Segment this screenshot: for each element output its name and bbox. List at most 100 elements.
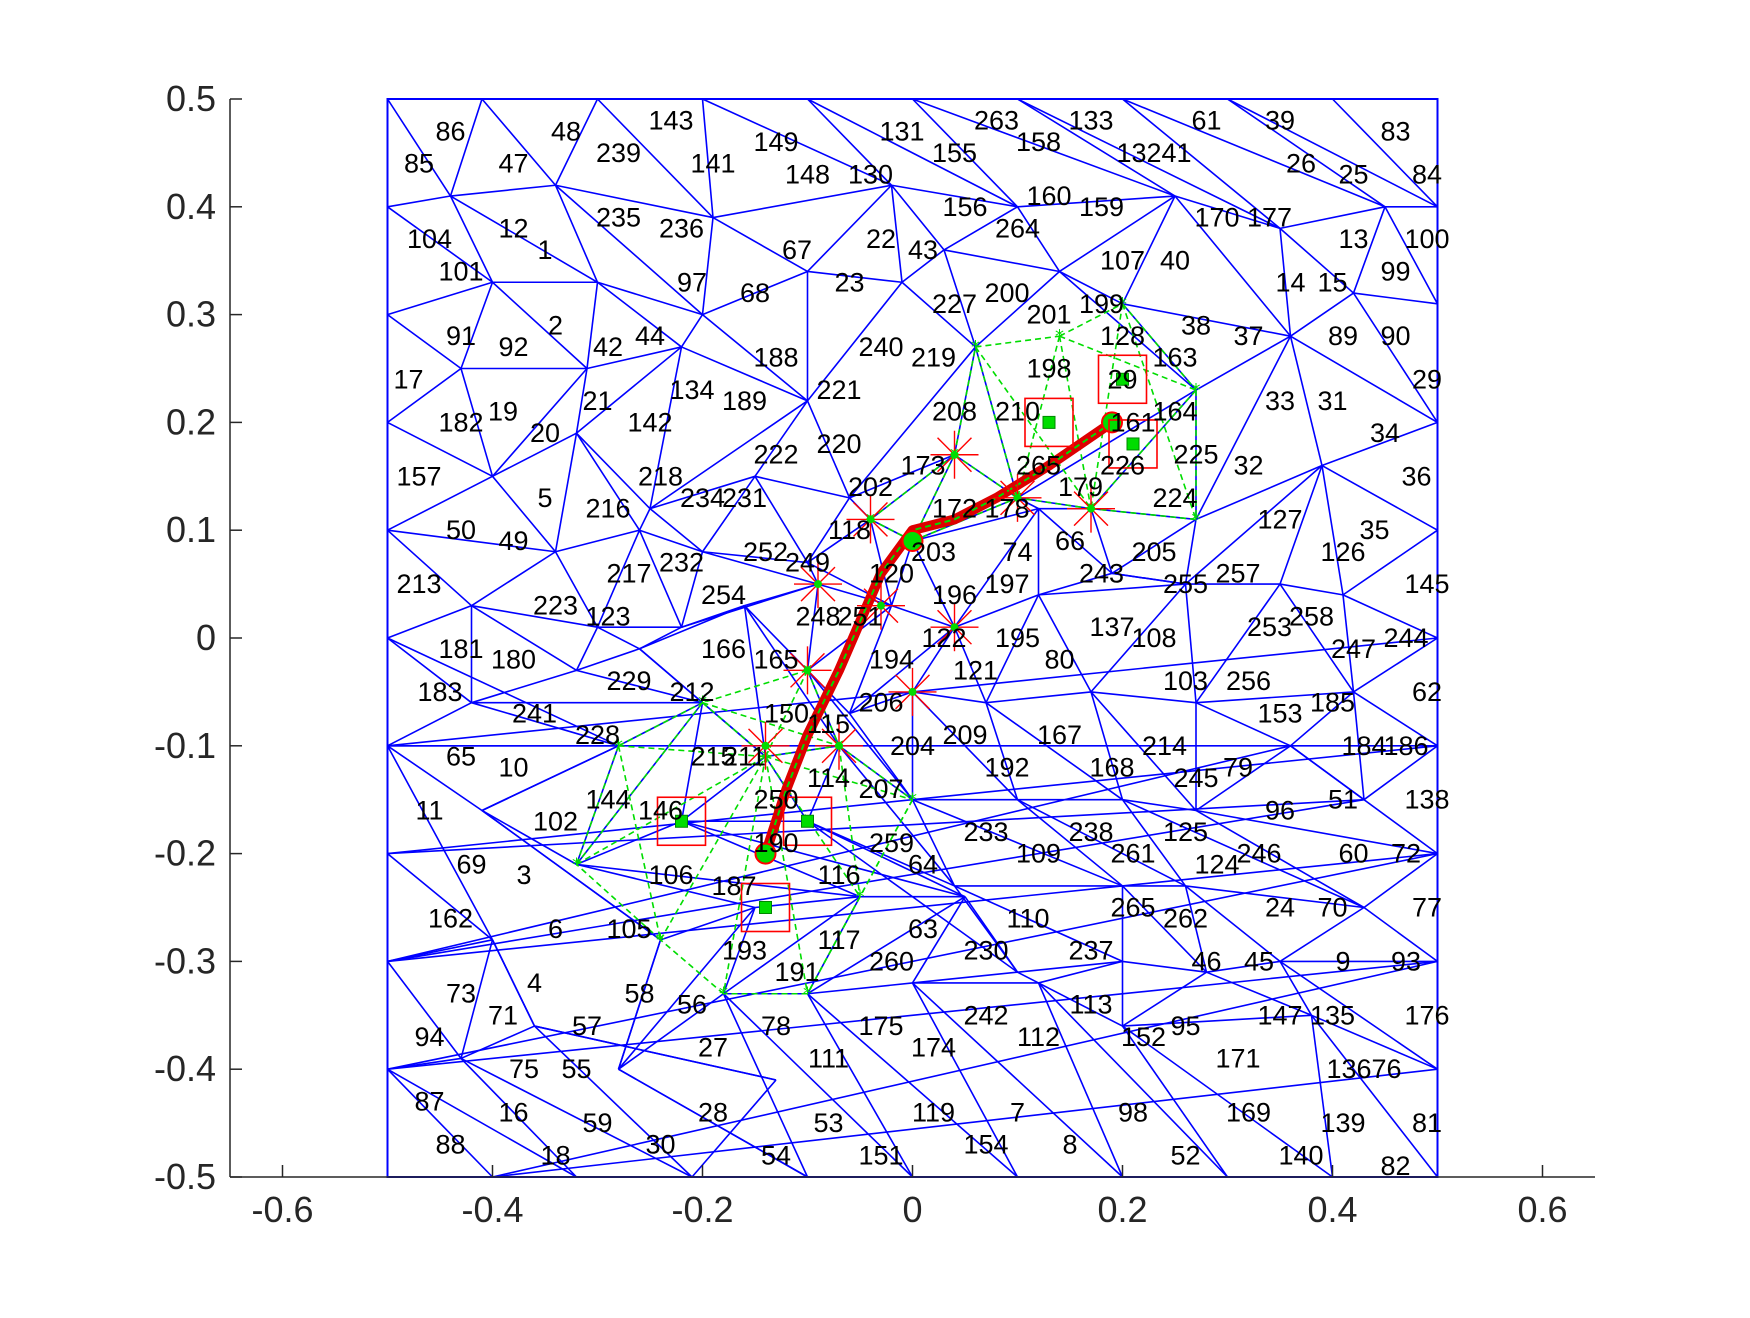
- mesh-edge: [806, 400, 851, 499]
- node-label: 261: [1110, 839, 1155, 869]
- node-label: 162: [428, 903, 473, 933]
- node-label: 207: [858, 774, 903, 804]
- node-label: 92: [498, 332, 528, 362]
- node-label: 144: [585, 785, 630, 815]
- node-label: 120: [869, 558, 914, 588]
- local-mesh-edge: [576, 755, 766, 866]
- mesh-edge: [387, 281, 493, 316]
- local-mesh-edge: [1059, 303, 1123, 337]
- mesh-edge: [1352, 292, 1439, 423]
- node-label: 185: [1310, 688, 1355, 718]
- mesh-edge: [387, 475, 493, 531]
- mesh-edge: [807, 982, 913, 995]
- node-label: 221: [816, 375, 861, 405]
- node-label: 233: [963, 817, 1008, 847]
- node-label: 226: [1100, 451, 1145, 481]
- mesh-edge: [597, 626, 640, 650]
- mesh-edge: [1121, 98, 1281, 229]
- mesh-edge: [1184, 519, 1197, 585]
- mesh-edge: [639, 604, 745, 650]
- mesh-edge: [387, 313, 462, 370]
- node-label: 54: [761, 1140, 791, 1170]
- node-label: 108: [1131, 623, 1176, 653]
- local-mesh-edge: [701, 702, 767, 758]
- mesh-edge: [575, 432, 641, 531]
- node-label: 231: [722, 483, 767, 513]
- mesh-edge: [387, 852, 1438, 1070]
- node-label: 20: [530, 418, 560, 448]
- mesh-edge: [1279, 228, 1292, 337]
- mesh-edge: [807, 820, 966, 898]
- mesh-edge: [576, 648, 640, 672]
- y-tick-label: 0.3: [166, 294, 216, 335]
- mesh-edge: [806, 993, 914, 1178]
- mesh-edge: [1059, 195, 1176, 273]
- mesh-edge: [712, 184, 892, 219]
- node-label: 18: [540, 1140, 570, 1170]
- mesh-edge: [702, 550, 808, 564]
- node-label: 131: [879, 116, 924, 146]
- node-label: 210: [995, 397, 1040, 427]
- mesh-edge: [1353, 292, 1438, 305]
- node-label: 161: [1110, 407, 1155, 437]
- path-endpoint-marker: [1101, 411, 1123, 434]
- node-label: 184: [1341, 731, 1386, 761]
- mesh-edge: [680, 314, 704, 348]
- mesh-edge: [701, 475, 756, 553]
- node-label: 249: [785, 548, 830, 578]
- node-label: 99: [1380, 256, 1410, 286]
- node-label: 256: [1226, 666, 1271, 696]
- mesh-edge: [575, 368, 588, 434]
- mesh-edge: [1038, 982, 1123, 1027]
- node-label: 137: [1089, 612, 1134, 642]
- mesh-edge: [492, 432, 577, 478]
- node-label: 85: [404, 149, 434, 179]
- node-label: 240: [858, 332, 903, 362]
- node-label: 82: [1380, 1151, 1410, 1181]
- local-mesh-edge: [765, 755, 913, 801]
- mesh-edge: [1090, 583, 1187, 693]
- x-tick-label: -0.4: [461, 1189, 523, 1230]
- star-marker: [888, 667, 937, 716]
- mesh-edge: [1017, 98, 1176, 197]
- mesh-edge: [471, 701, 619, 747]
- mesh-edge: [911, 982, 1124, 1178]
- node-label: 23: [834, 267, 864, 297]
- local-mesh-edge: [953, 346, 977, 455]
- mesh-edge: [891, 184, 1018, 208]
- node-label: 183: [417, 677, 462, 707]
- star-center: [1087, 504, 1095, 513]
- mesh-edge: [702, 270, 808, 316]
- mesh-edge: [1279, 465, 1323, 585]
- mesh-edge: [471, 551, 556, 607]
- node-label: 243: [1079, 558, 1124, 588]
- node-label: 107: [1100, 246, 1145, 276]
- mesh-edge: [1290, 335, 1438, 424]
- node-label: 62: [1412, 677, 1442, 707]
- node-label: 75: [509, 1054, 539, 1084]
- square-center: [1126, 437, 1140, 451]
- node-label: 242: [963, 1000, 1008, 1030]
- mesh-edge: [386, 98, 452, 197]
- mesh-edge: [481, 98, 557, 186]
- mesh-edge: [554, 433, 578, 552]
- mesh-edge: [890, 540, 914, 606]
- mesh-edge: [492, 1068, 1438, 1178]
- x-tick-label: 0.4: [1307, 1189, 1357, 1230]
- axes: -0.6 -0.4 -0.2 0 0.2 0.4 0.6 0.5 0.4 0.3 0.2 0.1 0 -0…: [154, 78, 1595, 1230]
- local-mesh-edge: [975, 335, 1060, 348]
- node-label: 164: [1152, 397, 1197, 427]
- y-tick-label: 0.2: [166, 401, 216, 442]
- mesh-edge: [743, 605, 840, 747]
- node-label: 53: [813, 1108, 843, 1138]
- mesh-edge: [554, 98, 599, 186]
- star-center: [835, 741, 843, 750]
- mesh-edge: [1195, 701, 1291, 747]
- node-label: 262: [1163, 903, 1208, 933]
- mesh-edge: [386, 852, 494, 941]
- node-label: 56: [677, 990, 707, 1020]
- mesh-edge: [649, 508, 704, 553]
- node-label: 55: [561, 1054, 591, 1084]
- mesh-edge: [1016, 799, 1124, 887]
- mesh-edge: [974, 270, 1061, 348]
